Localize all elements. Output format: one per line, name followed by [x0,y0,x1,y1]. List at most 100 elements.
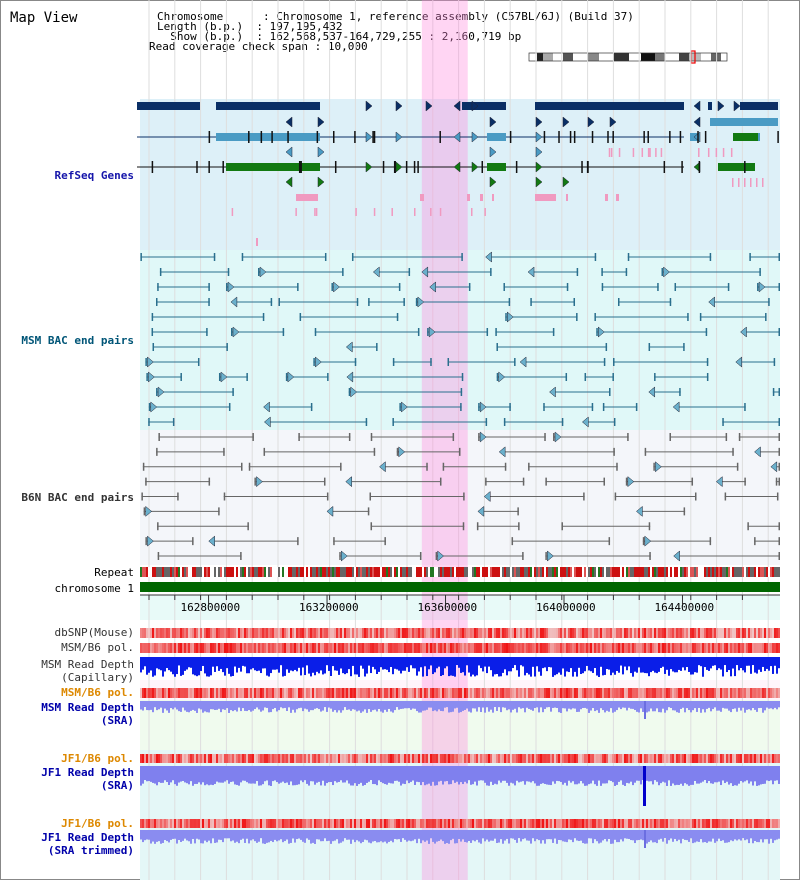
exon-tick [248,131,250,143]
ideogram-band [629,53,641,61]
heat-cell [292,628,294,638]
page-title: Map View [10,10,78,26]
exon-tick [641,148,644,157]
repeat-mark [210,567,212,577]
repeat-mark [766,567,768,577]
depth-bar [392,657,394,675]
depth-bar [706,657,708,670]
track-label-msm-bac[interactable]: MSM BAC end pairs [21,334,134,347]
heat-cell [480,819,482,828]
heat-cell [296,819,298,828]
repeat-mark [316,567,318,577]
track-label-msm-sra[interactable]: MSM Read Depth [41,701,134,714]
exon-tick [722,148,725,157]
heat-cell [638,754,640,763]
heat-cell [406,754,408,763]
depth-bar [480,701,482,713]
gene-arrow [535,161,543,173]
track-label-dbsnp[interactable]: dbSNP(Mouse) [54,626,134,639]
depth-bar [460,701,462,713]
heat-cell [456,628,458,638]
heat-cell [234,643,236,653]
repeat-mark [286,567,288,577]
depth-bar [668,830,670,841]
depth-bar [728,830,730,843]
depth-bar [198,701,200,709]
repeat-mark [618,567,620,577]
bac-end [754,537,756,546]
depth-bar [212,766,214,786]
heat-cell [450,643,452,653]
track-label-jf1-trim[interactable]: JF1 Read Depth [41,831,134,844]
heat-cell [624,628,626,638]
repeat-mark [182,567,184,577]
heat-cell [230,643,232,653]
heat-cell [406,628,408,638]
repeat-track [140,567,780,577]
depth-bar [178,830,180,841]
depth-bar [654,657,656,673]
heat-cell [554,628,556,638]
heat-cell [270,819,272,828]
track-label-jf1-pol-2[interactable]: JF1/B6 pol. [61,817,134,830]
depth-bar [462,830,464,840]
repeat-mark [196,567,198,577]
chromosome-ideogram[interactable] [528,50,730,64]
bac-arrow [148,371,155,383]
exon-tick [332,131,335,143]
bac-end [683,343,685,351]
heat-cell [544,688,546,698]
heat-cell [564,754,566,763]
track-label-b6n-bac[interactable]: B6N BAC end pairs [21,491,134,504]
heat-cell [226,754,228,763]
gene-block [718,163,755,171]
heat-cell [488,688,490,698]
track-label-msm-pol[interactable]: MSM/B6 pol. [61,641,134,654]
gene-arrow [587,116,595,128]
depth-bar [498,657,500,677]
repeat-mark [188,567,190,577]
heat-cell [386,754,388,763]
depth-bar [572,657,574,677]
depth-bar [652,766,654,785]
depth-bar [734,830,736,840]
heat-cell [190,628,192,638]
depth-bar [506,766,508,783]
depth-bar [340,657,342,669]
depth-bar [170,657,172,672]
depth-bar [778,830,780,839]
heat-cell [492,643,494,653]
heat-cell [584,819,586,828]
heat-cell [364,819,366,828]
ideogram-band [553,53,563,61]
heat-cell [756,628,758,638]
heat-cell [288,628,290,638]
track-label-refseq[interactable]: RefSeq Genes [54,169,134,182]
bac-end [348,388,351,396]
repeat-mark [662,567,664,577]
heat-cell [168,819,170,828]
track-label-repeat[interactable]: Repeat [94,566,134,579]
track-label-jf1-sra[interactable]: JF1 Read Depth [41,766,134,779]
depth-bar [720,766,722,786]
track-label-jf1-pol[interactable]: JF1/B6 pol. [61,752,134,765]
track-label-msm-pol-2[interactable]: MSM/B6 pol. [61,686,134,699]
heat-cell [384,688,386,698]
heat-cell [502,688,504,698]
heat-cell [724,643,726,653]
repeat-mark [140,567,142,577]
heat-cell [522,628,524,638]
depth-bar [690,701,692,713]
heat-cell [446,819,448,828]
repeat-mark [658,567,660,577]
track-label-chromosome[interactable]: chromosome 1 [54,582,134,595]
repeat-mark [206,567,208,577]
depth-bar [596,657,598,676]
heat-cell [208,754,210,763]
heat-cell [378,754,380,763]
heat-cell [624,754,626,763]
bac-end [503,418,506,426]
track-label-msm-depth[interactable]: MSM Read Depth [41,658,134,671]
heat-cell [438,643,440,653]
